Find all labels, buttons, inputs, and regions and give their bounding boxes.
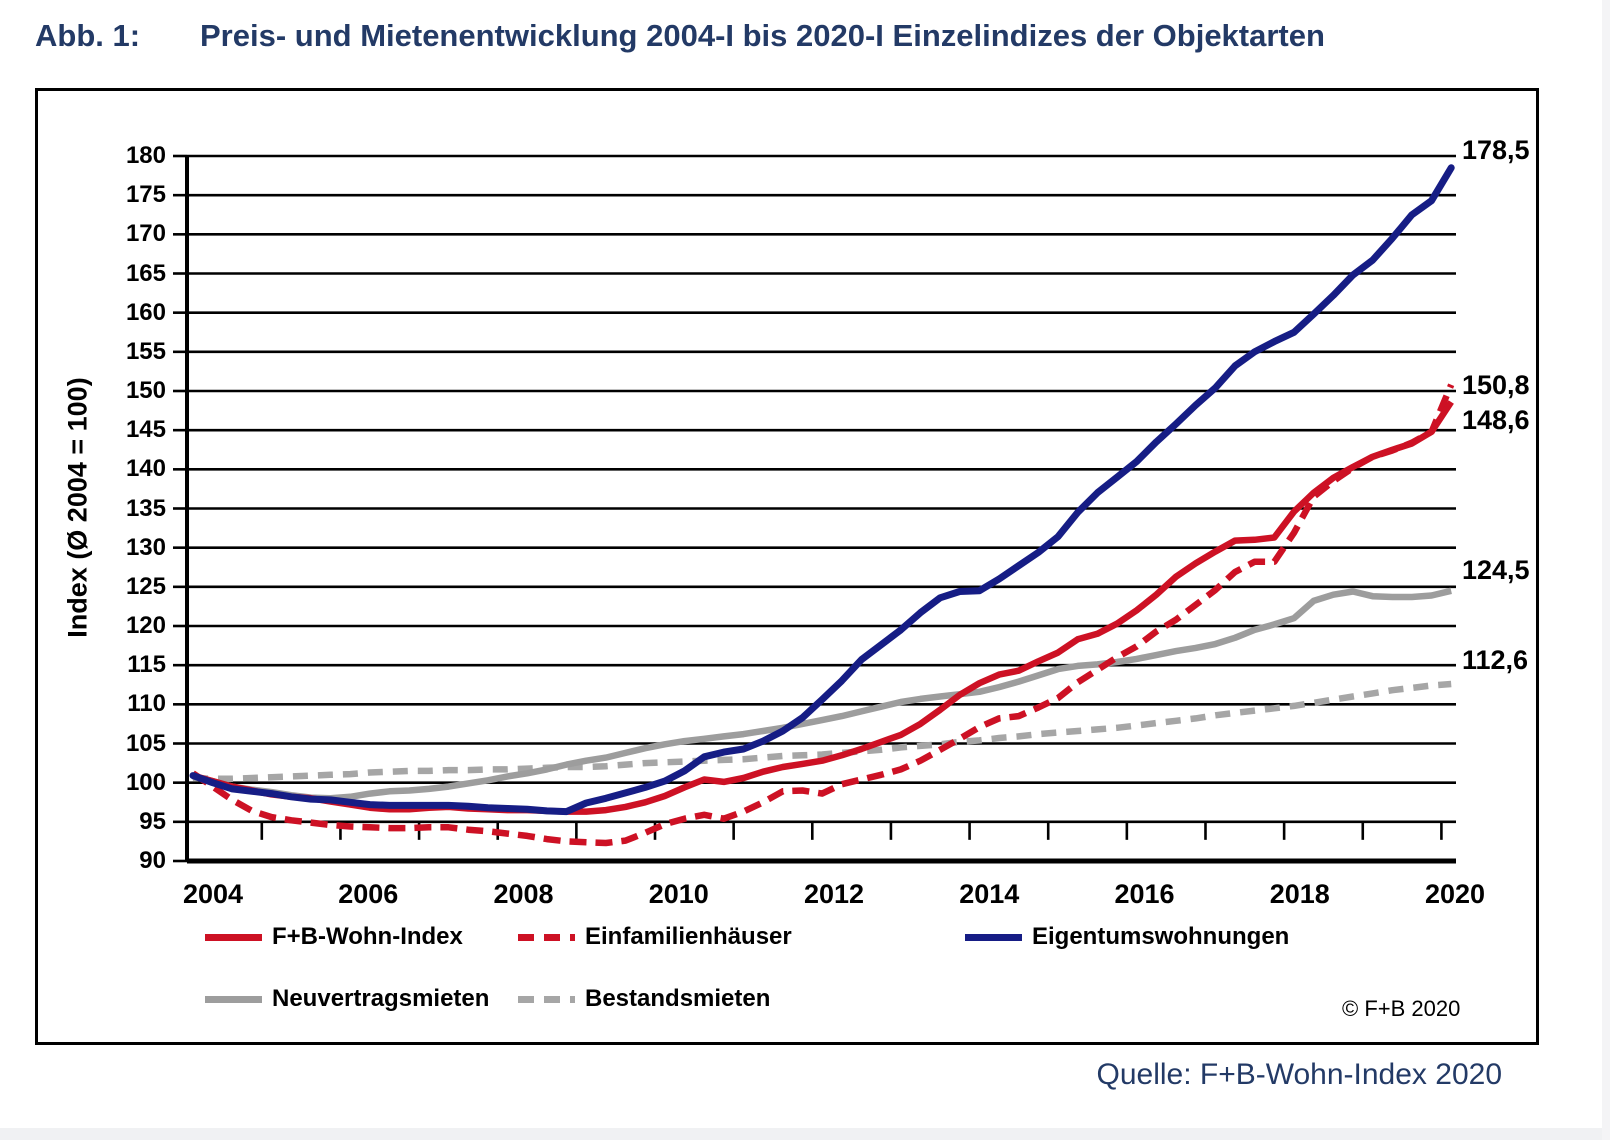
legend-label: Bestandsmieten xyxy=(585,985,771,1012)
y-tick-label: 105 xyxy=(125,729,166,757)
legend-label: Neuvertragsmieten xyxy=(272,985,490,1012)
legend-item-fb-wohn-index: F+B-Wohn-Index xyxy=(205,922,463,952)
y-tick-label: 175 xyxy=(125,181,166,209)
y-tick-label: 125 xyxy=(125,572,166,600)
end-label-neuvertragsmieten: 124,5 xyxy=(1462,554,1530,585)
y-tick-label: 130 xyxy=(125,533,166,561)
y-tick-label: 140 xyxy=(125,455,166,483)
page-edge-bottom xyxy=(0,1128,1610,1140)
source-note: Quelle: F+B-Wohn-Index 2020 xyxy=(1096,1058,1502,1091)
y-tick-label: 115 xyxy=(127,651,166,679)
y-axis-title: Index (Ø 2004 = 100) xyxy=(62,377,93,638)
legend-swatch-eigentumswohnungen xyxy=(965,933,1022,941)
end-label-eigentumswohnungen: 178,5 xyxy=(1462,134,1530,165)
y-tick-label: 120 xyxy=(125,612,166,639)
copyright-note: © F+B 2020 xyxy=(1342,996,1461,1021)
x-tick-label: 2020 xyxy=(1424,879,1486,909)
legend-swatch-fb-wohn-index xyxy=(205,933,262,941)
page-title: Preis- und Mietenentwicklung 2004-I bis … xyxy=(200,18,1325,53)
x-tick-label: 2010 xyxy=(648,879,709,909)
end-label-bestandsmieten: 112,6 xyxy=(1462,644,1529,675)
y-tick-label: 135 xyxy=(125,494,166,522)
y-tick-label: 180 xyxy=(125,142,166,169)
legend-label: Eigentumswohnungen xyxy=(1032,923,1290,950)
y-tick-label: 170 xyxy=(125,220,166,248)
x-tick-label: 2016 xyxy=(1114,879,1175,909)
y-tick-label: 90 xyxy=(139,847,166,874)
legend-label: F+B-Wohn-Index xyxy=(272,923,463,950)
y-tick-label: 145 xyxy=(125,416,166,444)
x-tick-label: 2008 xyxy=(493,879,554,909)
end-label-einfamilienhaeuser: 150,8 xyxy=(1462,369,1530,400)
y-tick-label: 110 xyxy=(127,690,166,718)
x-tick-label: 2018 xyxy=(1269,879,1330,909)
x-tick-label: 2012 xyxy=(803,879,865,909)
figure-label: Abb. 1: xyxy=(35,18,141,53)
legend-swatch-einfamilienhaeuser xyxy=(518,933,575,941)
legend-label: Einfamilienhäuser xyxy=(585,923,792,950)
legend-item-einfamilienhaeuser: Einfamilienhäuser xyxy=(518,922,792,952)
y-tick-label: 165 xyxy=(125,259,166,287)
x-tick-label: 2006 xyxy=(338,879,399,909)
legend-swatch-neuvertragsmieten xyxy=(205,995,262,1003)
page-edge-right xyxy=(1602,0,1610,1140)
x-tick-label: 2004 xyxy=(182,879,244,909)
y-tick-label: 95 xyxy=(139,807,166,835)
y-tick-label: 150 xyxy=(125,377,166,404)
legend-item-eigentumswohnungen: Eigentumswohnungen xyxy=(965,922,1289,952)
legend-item-bestandsmieten: Bestandsmieten xyxy=(518,984,770,1014)
end-label-fb-wohn-index: 148,6 xyxy=(1462,404,1530,435)
y-tick-label: 160 xyxy=(125,298,166,326)
y-tick-label: 155 xyxy=(125,337,166,365)
legend-swatch-bestandsmieten xyxy=(518,995,575,1003)
x-tick-label: 2014 xyxy=(959,879,1020,909)
y-tick-label: 100 xyxy=(125,768,166,796)
legend-item-neuvertragsmieten: Neuvertragsmieten xyxy=(205,984,489,1014)
